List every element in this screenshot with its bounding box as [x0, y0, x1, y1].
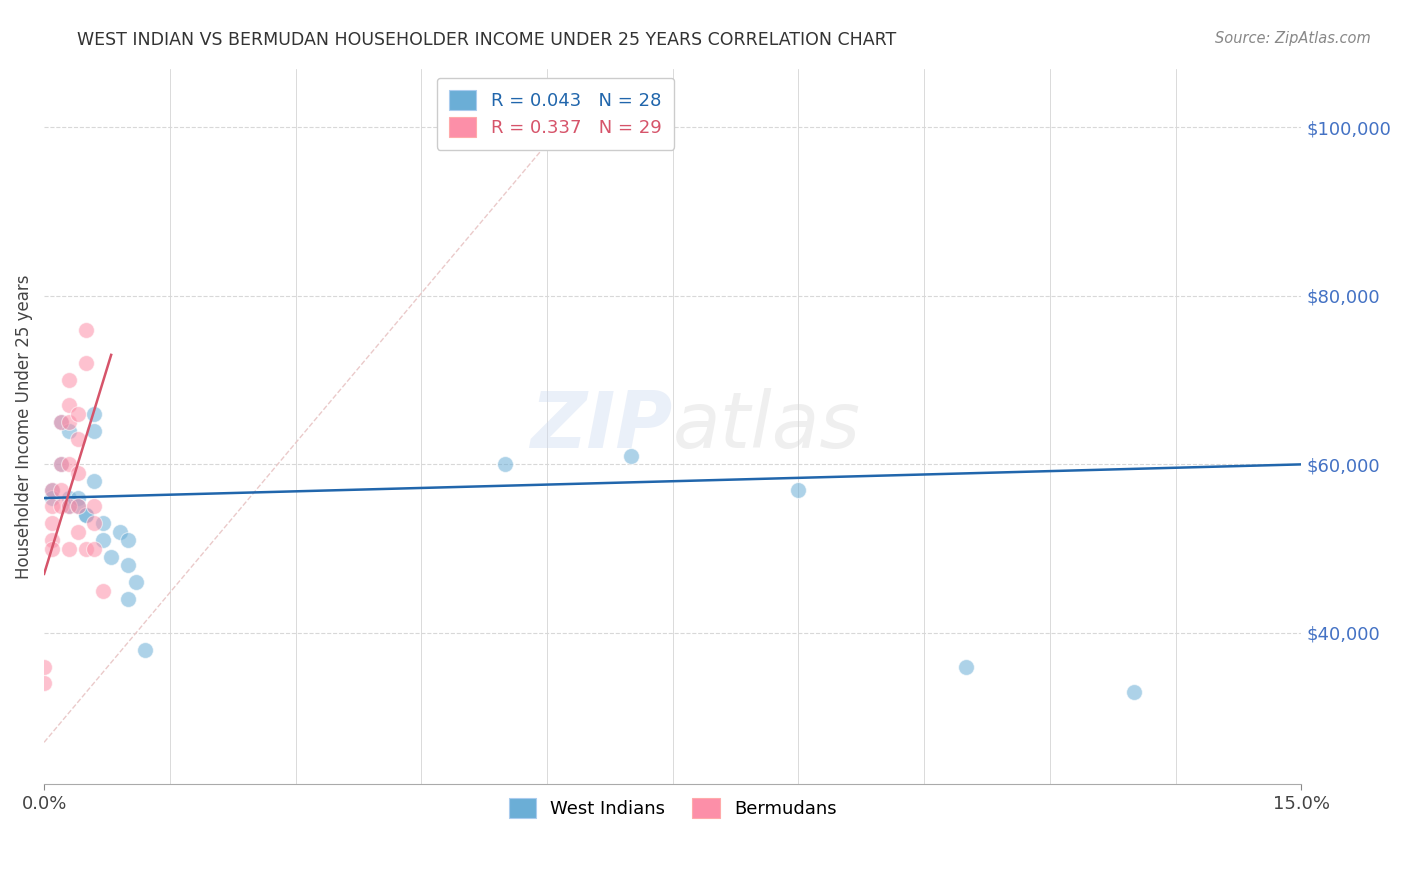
Point [75, 356, 97, 370]
Point [58, 491, 80, 505]
Point [49, 483, 72, 497]
Point [58, 415, 80, 429]
Point [41, 483, 63, 497]
Point [32, 676, 55, 690]
Point [41, 500, 63, 514]
Text: ZIP: ZIP [530, 389, 672, 465]
Point [100, 549, 122, 564]
Point [134, 642, 156, 657]
Point [108, 524, 131, 539]
Point [75, 323, 97, 337]
Point [49, 415, 72, 429]
Point [955, 659, 977, 673]
Point [1122, 685, 1144, 699]
Point [66, 500, 89, 514]
Point [41, 541, 63, 556]
Point [91, 583, 114, 598]
Point [83, 516, 105, 531]
Point [58, 399, 80, 413]
Point [91, 533, 114, 548]
Point [83, 424, 105, 438]
Point [58, 373, 80, 387]
Point [58, 458, 80, 472]
Point [58, 541, 80, 556]
Point [66, 432, 89, 446]
Point [787, 483, 810, 497]
Point [83, 500, 105, 514]
Y-axis label: Householder Income Under 25 years: Householder Income Under 25 years [15, 274, 32, 579]
Point [494, 458, 516, 472]
Point [49, 500, 72, 514]
Point [117, 558, 139, 573]
Point [117, 533, 139, 548]
Point [58, 424, 80, 438]
Point [75, 508, 97, 522]
Point [125, 575, 148, 590]
Point [41, 491, 63, 505]
Point [66, 407, 89, 421]
Point [75, 541, 97, 556]
Point [66, 491, 89, 505]
Point [83, 541, 105, 556]
Point [83, 474, 105, 488]
Point [41, 483, 63, 497]
Point [58, 500, 80, 514]
Legend: West Indians, Bermudans: West Indians, Bermudans [502, 791, 844, 825]
Point [620, 449, 643, 463]
Point [91, 516, 114, 531]
Point [66, 500, 89, 514]
Point [58, 500, 80, 514]
Point [49, 458, 72, 472]
Text: WEST INDIAN VS BERMUDAN HOUSEHOLDER INCOME UNDER 25 YEARS CORRELATION CHART: WEST INDIAN VS BERMUDAN HOUSEHOLDER INCO… [77, 31, 897, 49]
Point [41, 533, 63, 548]
Point [66, 466, 89, 480]
Point [83, 407, 105, 421]
Text: Source: ZipAtlas.com: Source: ZipAtlas.com [1215, 31, 1371, 46]
Point [75, 508, 97, 522]
Point [66, 524, 89, 539]
Point [49, 458, 72, 472]
Point [41, 516, 63, 531]
Point [49, 415, 72, 429]
Text: atlas: atlas [672, 389, 860, 465]
Point [32, 659, 55, 673]
Point [117, 592, 139, 607]
